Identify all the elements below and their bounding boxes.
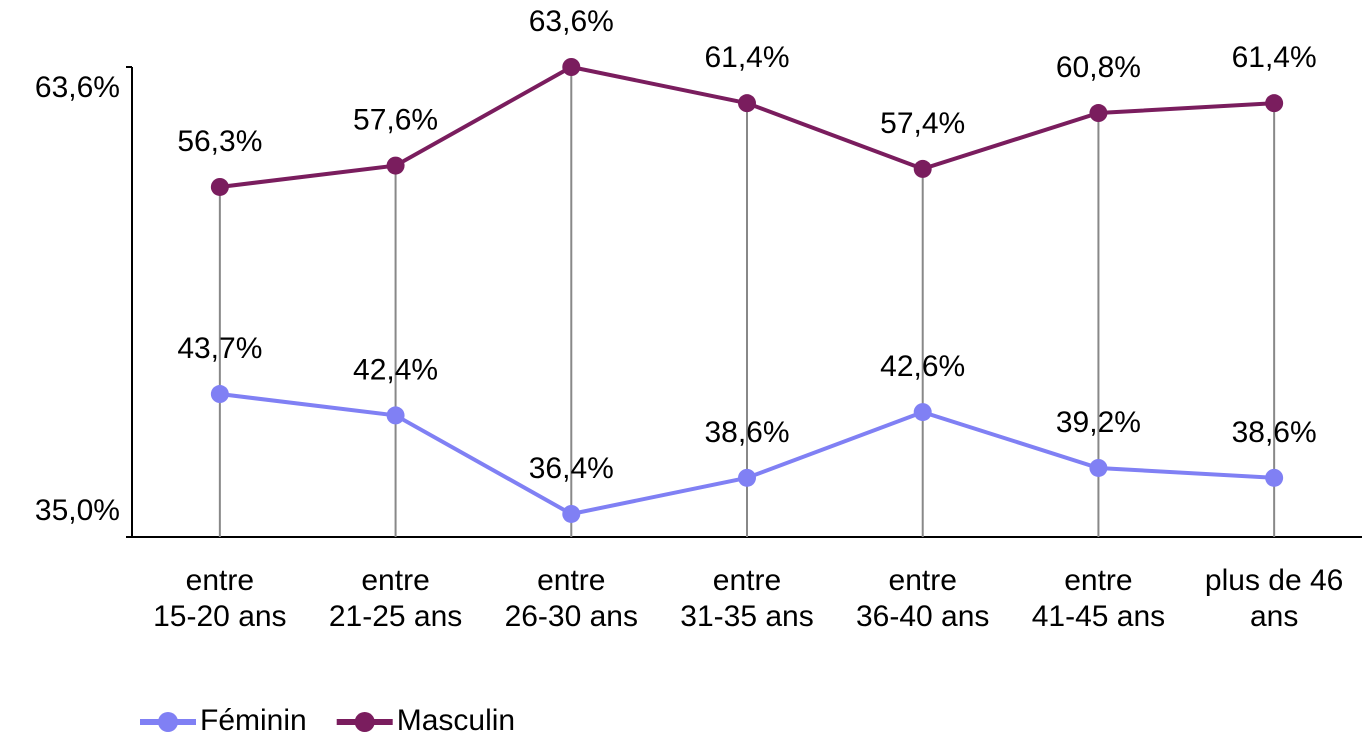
x-tick-label: entre 26-30 ans [505, 564, 638, 633]
data-point [210, 385, 229, 404]
data-label: 42,4% [353, 353, 438, 386]
data-point [738, 94, 756, 113]
x-tick-label: entre 36-40 ans [856, 564, 989, 633]
data-point [913, 403, 932, 422]
data-label: 60,8% [1056, 51, 1141, 84]
data-label: 43,7% [177, 332, 262, 365]
x-tick-label: entre 31-35 ans [680, 564, 813, 633]
data-point [1089, 458, 1108, 477]
y-tick-label: 63,6% [35, 71, 120, 104]
x-tick-label: entre 41-45 ans [1032, 564, 1165, 633]
legend-marker [158, 712, 178, 732]
data-point [386, 156, 405, 175]
data-point [913, 159, 932, 178]
y-tick-label: 35,0% [35, 494, 120, 527]
data-label: 39,2% [1056, 406, 1141, 439]
data-label: 57,4% [880, 107, 965, 140]
data-point [1265, 94, 1284, 113]
data-point [562, 504, 581, 523]
data-label: 42,6% [880, 350, 965, 383]
x-tick-label: entre 21-25 ans [329, 564, 462, 633]
data-point [738, 468, 756, 487]
x-tick-label: plus de 46 ans [1205, 564, 1343, 633]
data-point [210, 177, 229, 196]
data-label: 61,4% [704, 41, 789, 74]
legend-label: Masculin [397, 704, 515, 737]
data-label: 57,6% [353, 104, 438, 137]
data-point [1265, 468, 1284, 487]
data-label: 61,4% [1232, 41, 1317, 74]
data-point [386, 406, 405, 425]
legend-marker [354, 712, 375, 732]
data-point [1089, 104, 1108, 123]
data-label: 38,6% [704, 416, 789, 449]
data-point [562, 58, 581, 76]
data-label: 38,6% [1232, 416, 1317, 449]
data-label: 36,4% [529, 452, 614, 485]
data-label: 56,3% [177, 125, 262, 158]
x-tick-label: entre 15-20 ans [153, 564, 286, 633]
legend-label: Féminin [200, 704, 307, 737]
data-label: 63,6% [529, 5, 614, 38]
